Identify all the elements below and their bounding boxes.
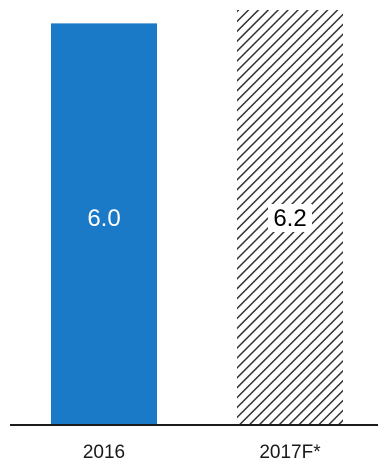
labels-layer: 6.0 6.2 (87, 204, 312, 232)
value-label: 6.0 (87, 205, 120, 232)
x-tick-label: 2017F* (259, 442, 321, 459)
x-tick-label: 2016 (83, 442, 125, 459)
value-label: 6.2 (273, 205, 306, 232)
value-label-background (268, 204, 312, 232)
bar-2016 (51, 23, 157, 426)
x-tick-labels: 2016 2017F* (83, 442, 321, 463)
